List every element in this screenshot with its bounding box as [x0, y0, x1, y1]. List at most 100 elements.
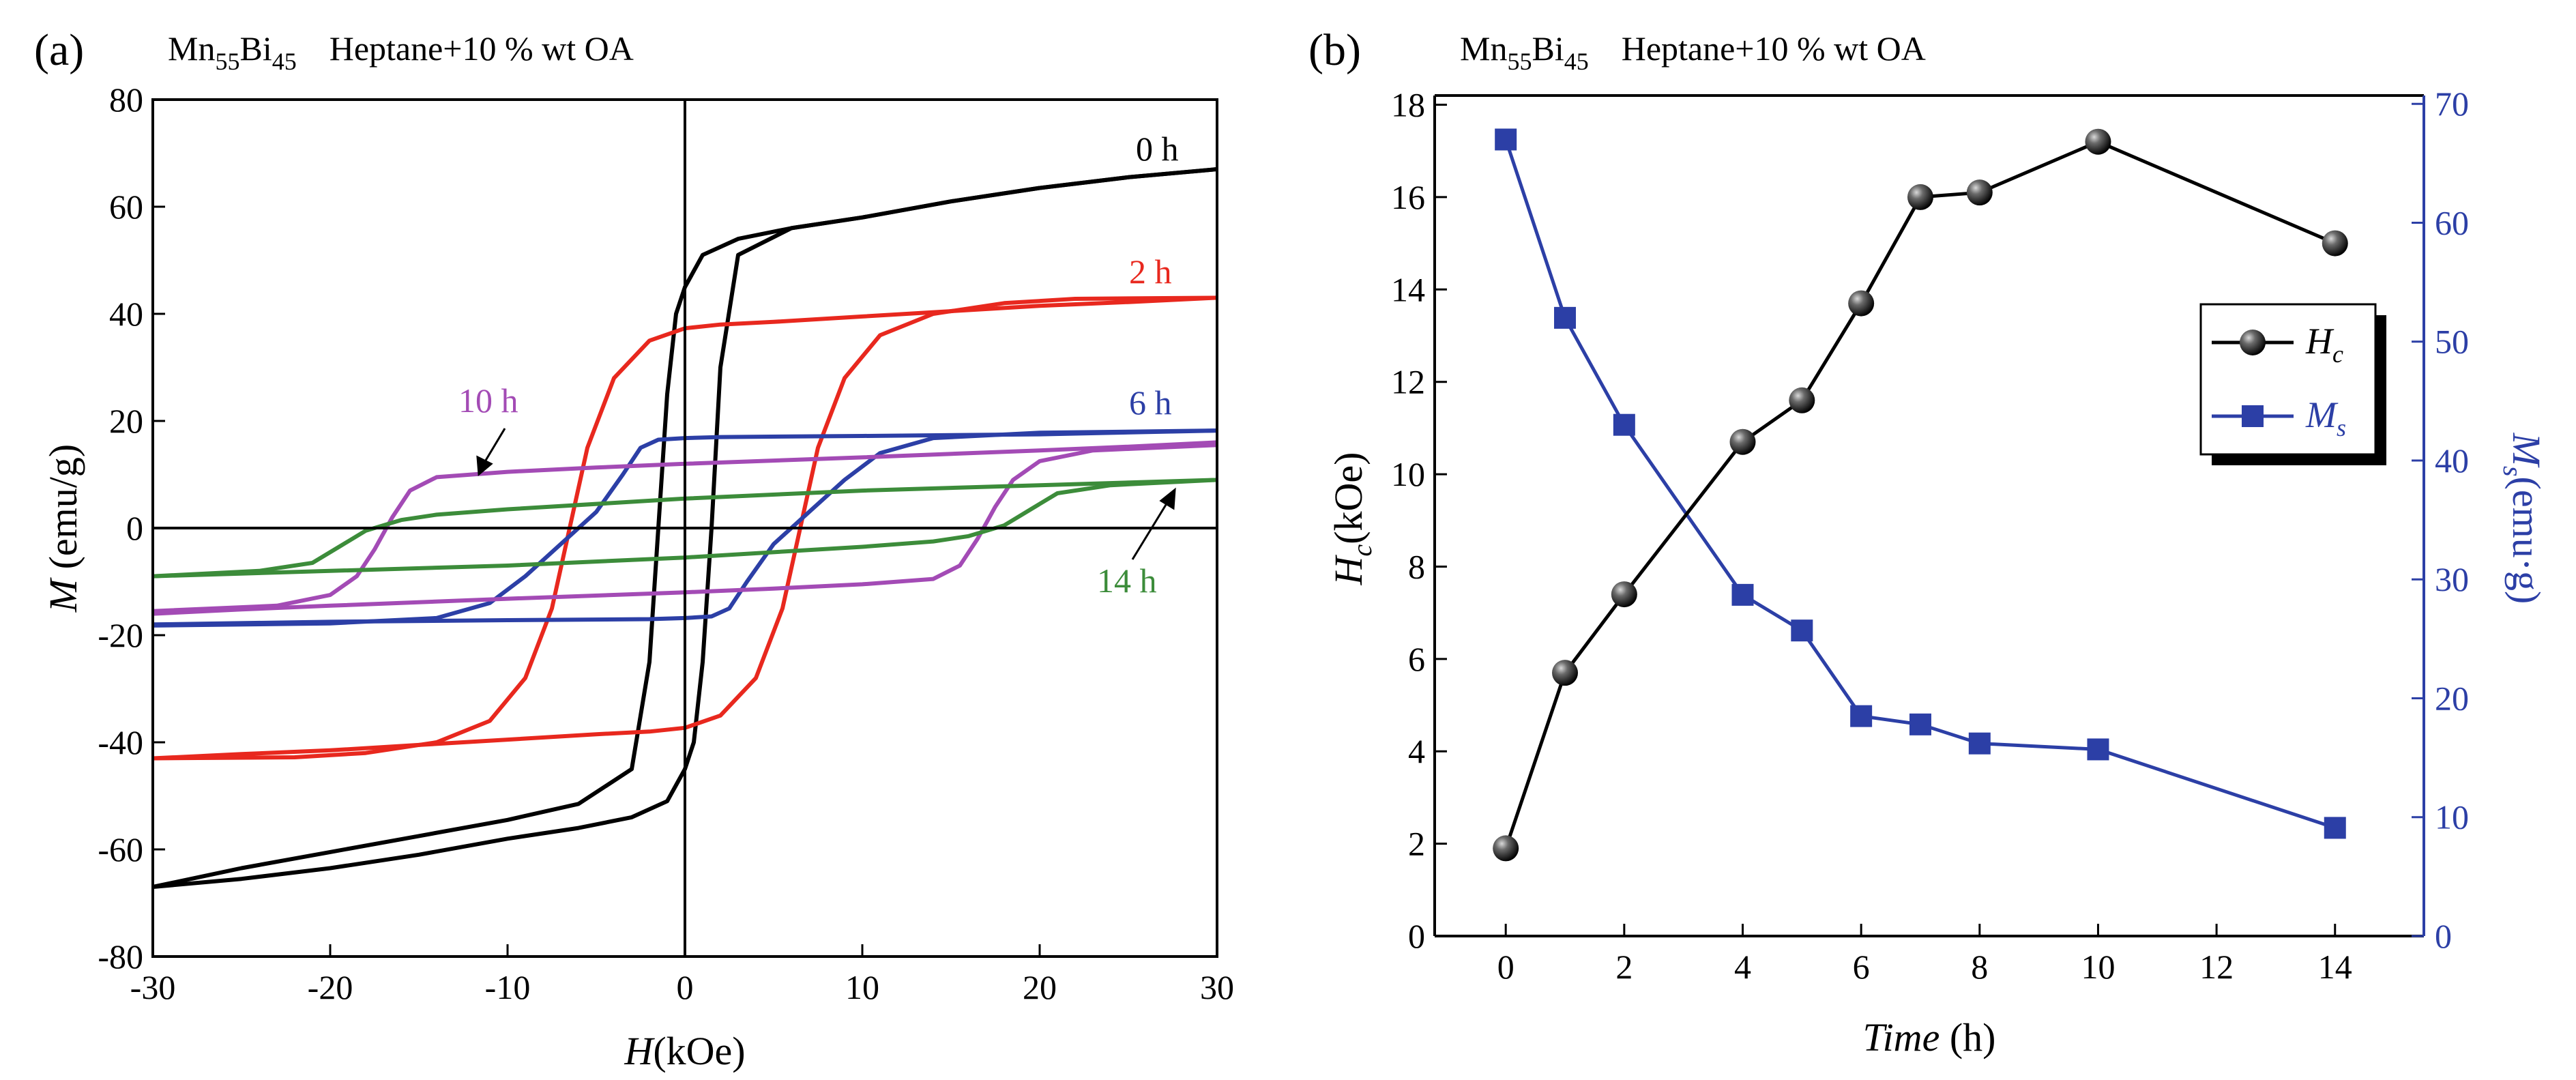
x-tick-label-b: 8 — [1971, 948, 1988, 986]
zero-reference-lines — [153, 100, 1217, 957]
hc-data-point — [1611, 581, 1637, 608]
time-dependence-panel: (b) Mn55Bi45 Heptane+10 % wt OA 0 2 4 6 8 10 12… — [1308, 25, 2549, 1060]
y-tick-label-b: 12 — [1391, 363, 1425, 401]
y2-tick-label-b: 40 — [2435, 441, 2469, 480]
x-axis-title-b: Time (h) — [1863, 1015, 1996, 1060]
y2-axis-title-b: Ms(emu·g) — [2498, 433, 2549, 604]
panel-a-title: Mn55Bi45 Heptane+10 % wt OA — [168, 29, 634, 75]
axis-ticks-b: 0 2 4 6 8 10 12 14 0 2 4 6 8 10 12 14 16 18 0 10 20 30 40 50 60 7… — [1391, 85, 2469, 986]
ms-data-point — [1968, 732, 1991, 755]
y-tick-label-a: 40 — [109, 295, 143, 333]
ms-data-point — [2324, 817, 2346, 839]
hc-data-point — [1966, 179, 1993, 206]
loop-0h-lower-branch — [153, 167, 1217, 889]
hysteresis-curves — [153, 167, 1217, 889]
y-tick-label-b: 8 — [1408, 547, 1425, 585]
ms-data-point — [1791, 619, 1813, 642]
hc-data-point — [1493, 835, 1519, 862]
panel-a-label: (a) — [34, 25, 84, 75]
loop-6h-lower-branch — [153, 428, 1217, 628]
y-tick-label-a: -20 — [98, 616, 143, 654]
y-tick-label-a: 60 — [109, 188, 143, 226]
hc-data-point — [1848, 290, 1875, 317]
label-6h: 6 h — [1129, 383, 1172, 422]
y-tick-label-a: -60 — [98, 830, 143, 869]
y-axis-title-b: Hc(kOe) — [1326, 452, 1377, 586]
y-tick-label-a: 0 — [126, 509, 143, 547]
y-tick-label-a: -80 — [98, 937, 143, 976]
x-tick-label-b: 10 — [2081, 948, 2115, 986]
axis-ticks-a: -30 -20 -10 0 10 20 30 -80 -60 -40 -20 0 20 40 60 80 — [98, 81, 1234, 1006]
legend-hc-text: Hc — [2305, 321, 2343, 368]
y-tick-label-a: 20 — [109, 402, 143, 440]
ms-data-point — [1909, 713, 1931, 735]
legend-ms-marker — [2242, 405, 2264, 427]
time-series — [1493, 128, 2348, 862]
loop-6h-upper-branch — [153, 428, 1217, 627]
x-tick-label-b: 6 — [1853, 948, 1870, 986]
x-tick-label-a: -10 — [485, 968, 531, 1006]
legend-ms-text: Ms — [2305, 394, 2346, 441]
y-axis-title-a: M (emu/g) — [41, 444, 85, 613]
panel-b-label: (b) — [1308, 25, 1361, 75]
loop-10h-lower-branch — [153, 440, 1217, 613]
ms-data-point — [2087, 738, 2109, 761]
ms-data-point — [1554, 306, 1577, 329]
label-0h: 0 h — [1136, 130, 1179, 168]
legend-ms: Ms — [2212, 394, 2346, 441]
y-tick-label-b: 18 — [1391, 86, 1425, 124]
legend-box — [2199, 303, 2377, 456]
y2-tick-label-b: 10 — [2435, 798, 2469, 836]
hc-data-point — [1907, 184, 1933, 210]
x-tick-label-b: 14 — [2318, 948, 2352, 986]
hysteresis-panel: (a) Mn55Bi45 Heptane+10 % wt OA -30 -20 -10… — [34, 25, 1234, 1073]
x-tick-label-a: 20 — [1023, 968, 1057, 1006]
x-axis-title-a: H(kOe) — [624, 1029, 745, 1073]
legend: Hc Ms — [2199, 303, 2386, 465]
y2-tick-label-b: 50 — [2435, 323, 2469, 361]
y2-tick-label-b: 0 — [2435, 917, 2452, 955]
panel-b-title: Mn55Bi45 Heptane+10 % wt OA — [1460, 29, 1926, 75]
label-10h: 10 h — [458, 381, 518, 420]
legend-hc-marker — [2240, 330, 2266, 355]
loop-2h-lower-branch — [153, 295, 1217, 761]
hc-series-line — [1504, 139, 2336, 849]
loop-14h-lower-branch — [153, 478, 1217, 579]
legend-hc: Hc — [2212, 321, 2343, 368]
x-tick-label-b: 0 — [1497, 948, 1514, 986]
arrow-10h — [476, 428, 506, 477]
arrow-14h — [1131, 487, 1176, 560]
curve-labels: 0 h 2 h 6 h 10 h 14 h — [458, 130, 1179, 600]
hc-data-point — [1552, 660, 1579, 686]
x-tick-label-a: 10 — [845, 968, 879, 1006]
x-tick-label-a: -30 — [130, 968, 176, 1006]
hc-data-point — [2085, 128, 2111, 155]
label-2h: 2 h — [1129, 252, 1172, 291]
y-tick-label-b: 10 — [1391, 455, 1425, 493]
y-tick-label-b: 6 — [1408, 640, 1425, 678]
hc-data-point — [2322, 230, 2348, 257]
x-tick-label-a: -20 — [308, 968, 353, 1006]
y-tick-label-b: 0 — [1408, 917, 1425, 955]
x-tick-label-a: 0 — [677, 968, 694, 1006]
y-tick-label-a: -40 — [98, 723, 143, 761]
y2-tick-label-b: 30 — [2435, 560, 2469, 598]
y2-tick-label-b: 60 — [2435, 203, 2469, 242]
loop-10h-upper-branch — [153, 443, 1217, 616]
y-tick-label-b: 16 — [1391, 178, 1425, 216]
x-tick-label-a: 30 — [1200, 968, 1234, 1006]
y2-tick-label-b: 20 — [2435, 679, 2469, 717]
y-tick-label-a: 80 — [109, 81, 143, 119]
x-tick-label-b: 2 — [1615, 948, 1633, 986]
y2-tick-label-b: 70 — [2435, 85, 2469, 123]
ms-data-point — [1495, 128, 1517, 151]
y-tick-label-b: 14 — [1391, 270, 1425, 308]
loop-14h-upper-branch — [153, 478, 1217, 579]
ms-data-point — [1613, 413, 1635, 436]
ms-data-point — [1850, 705, 1873, 727]
y-tick-label-b: 4 — [1408, 732, 1425, 770]
y-tick-label-b: 2 — [1408, 825, 1425, 863]
ms-series-line — [1504, 138, 2336, 830]
ms-data-point — [1731, 583, 1754, 606]
